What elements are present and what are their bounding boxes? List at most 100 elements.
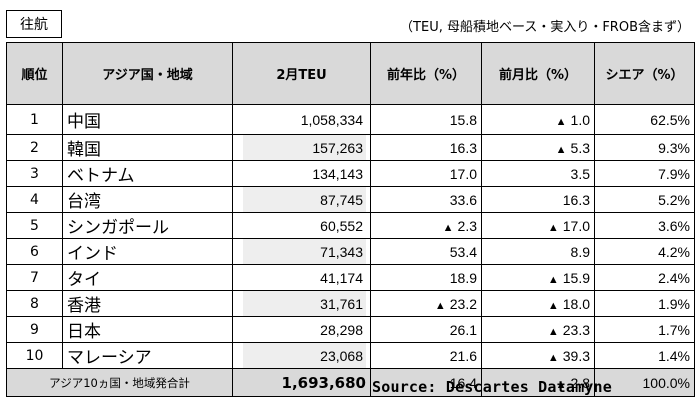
rank-cell: 1 <box>6 104 63 135</box>
mom-value: 23.3 <box>562 321 590 338</box>
yoy-value: 21.6 <box>449 347 477 364</box>
share-cell: 1.7% <box>594 316 695 343</box>
rank-cell: 7 <box>6 264 63 291</box>
table-row: 3 ベトナム 134,143 17.0 3.5 7.9% <box>6 160 695 187</box>
decrease-marker: ▲ <box>555 143 567 156</box>
yoy-value: 18.9 <box>449 269 477 286</box>
teu-value: 1,058,334 <box>300 111 363 128</box>
table-row: 9 日本 28,298 26.1 ▲ 23.3 1.7% <box>6 316 695 343</box>
mom-value: 15.9 <box>562 269 590 286</box>
mom-cell: 3.5 <box>481 160 595 187</box>
rank-cell: 2 <box>6 134 63 161</box>
header-region: アジア国・地域 <box>62 42 233 105</box>
yoy-cell: 21.6 <box>370 342 482 369</box>
decrease-marker: ▲ <box>547 351 559 364</box>
mom-value: 8.9 <box>570 243 590 260</box>
teu-value: 41,174 <box>320 269 363 286</box>
share-cell: 5.2% <box>594 186 695 213</box>
rank-cell: 6 <box>6 238 63 265</box>
yoy-value: 53.4 <box>449 243 477 260</box>
decrease-marker: ▲ <box>555 115 567 128</box>
teu-value: 23,068 <box>243 343 366 368</box>
teu-value: 87,745 <box>243 187 366 212</box>
share-cell: 2.4% <box>594 264 695 291</box>
teu-value: 157,263 <box>243 135 366 160</box>
share-cell: 9.3% <box>594 134 695 161</box>
rank-cell: 8 <box>6 290 63 317</box>
total-teu: 1,693,680 <box>232 368 371 397</box>
share-cell: 1.9% <box>594 290 695 317</box>
decrease-marker: ▲ <box>547 299 559 312</box>
table-row: 5 シンガポール 60,552 ▲ 2.3 ▲ 17.0 3.6% <box>6 212 695 239</box>
mom-value: 39.3 <box>562 347 590 364</box>
decrease-marker: ▲ <box>555 378 567 391</box>
header-row: 順位 アジア国・地域 2月TEU 前年比（%） 前月比（%） シエア（%） <box>6 42 695 105</box>
total-mom: ▲ 2.8 <box>481 368 595 397</box>
rank-cell: 10 <box>6 342 63 369</box>
region-cell: 韓国 <box>62 134 233 161</box>
mom-cell: ▲ 23.3 <box>481 316 595 343</box>
total-yoy-value: 16.4 <box>449 374 477 391</box>
mom-cell: ▲ 5.3 <box>481 134 595 161</box>
region-cell: 中国 <box>62 104 233 135</box>
header-rank: 順位 <box>6 42 63 105</box>
units-note: （TEU, 母船積地ベース・実入り・FROB含まず） <box>400 20 690 35</box>
teu-value: 60,552 <box>320 217 363 234</box>
header-share: シエア（%） <box>594 42 695 105</box>
total-share: 100.0% <box>594 368 695 397</box>
table-row: 2 韓国 157,263 16.3 ▲ 5.3 9.3% <box>6 134 695 161</box>
table-row: 8 香港 31,761 ▲ 23.2 ▲ 18.0 1.9% <box>6 290 695 317</box>
region-cell: 香港 <box>62 290 233 317</box>
teu-cell: 28,298 <box>232 316 371 343</box>
share-cell: 4.2% <box>594 238 695 265</box>
mom-cell: ▲ 18.0 <box>481 290 595 317</box>
mom-value: 5.3 <box>570 139 590 156</box>
table-row: 1 中国 1,058,334 15.8 ▲ 1.0 62.5% <box>6 104 695 135</box>
yoy-value: 2.3 <box>457 217 477 234</box>
yoy-cell: 33.6 <box>370 186 482 213</box>
table-row: 6 インド 71,343 53.4 8.9 4.2% <box>6 238 695 265</box>
table-row: 10 マレーシア 23,068 21.6 ▲ 39.3 1.4% <box>6 342 695 369</box>
total-label: アジア10ヵ国・地域発合計 <box>6 368 233 397</box>
rank-cell: 9 <box>6 316 63 343</box>
mom-value: 18.0 <box>562 295 590 312</box>
rank-cell: 4 <box>6 186 63 213</box>
yoy-value: 26.1 <box>449 321 477 338</box>
total-yoy: 16.4 <box>370 368 482 397</box>
mom-cell: 8.9 <box>481 238 595 265</box>
yoy-value: 15.8 <box>449 111 477 128</box>
teu-value: 31,761 <box>243 291 366 316</box>
teu-cell: 31,761 <box>232 290 371 317</box>
region-cell: マレーシア <box>62 342 233 369</box>
region-cell: 日本 <box>62 316 233 343</box>
share-cell: 62.5% <box>594 104 695 135</box>
yoy-cell: 18.9 <box>370 264 482 291</box>
direction-tag: 往航 <box>6 10 62 38</box>
rank-cell: 3 <box>6 160 63 187</box>
yoy-cell: ▲ 23.2 <box>370 290 482 317</box>
mom-cell: 16.3 <box>481 186 595 213</box>
yoy-cell: 17.0 <box>370 160 482 187</box>
header-teu: 2月TEU <box>232 42 371 105</box>
yoy-cell: 53.4 <box>370 238 482 265</box>
region-cell: シンガポール <box>62 212 233 239</box>
share-cell: 3.6% <box>594 212 695 239</box>
mom-cell: ▲ 39.3 <box>481 342 595 369</box>
yoy-value: 33.6 <box>449 191 477 208</box>
region-cell: タイ <box>62 264 233 291</box>
total-mom-value: 2.8 <box>570 374 590 391</box>
teu-cell: 87,745 <box>232 186 371 213</box>
yoy-value: 17.0 <box>449 165 477 182</box>
teu-value: 71,343 <box>243 239 366 264</box>
teu-cell: 60,552 <box>232 212 371 239</box>
table-row: 4 台湾 87,745 33.6 16.3 5.2% <box>6 186 695 213</box>
mom-cell: ▲ 17.0 <box>481 212 595 239</box>
mom-value: 1.0 <box>570 111 590 128</box>
share-cell: 7.9% <box>594 160 695 187</box>
decrease-marker: ▲ <box>547 273 559 286</box>
decrease-marker: ▲ <box>434 299 446 312</box>
decrease-marker: ▲ <box>442 221 454 234</box>
teu-cell: 1,058,334 <box>232 104 371 135</box>
mom-value: 16.3 <box>562 191 590 208</box>
